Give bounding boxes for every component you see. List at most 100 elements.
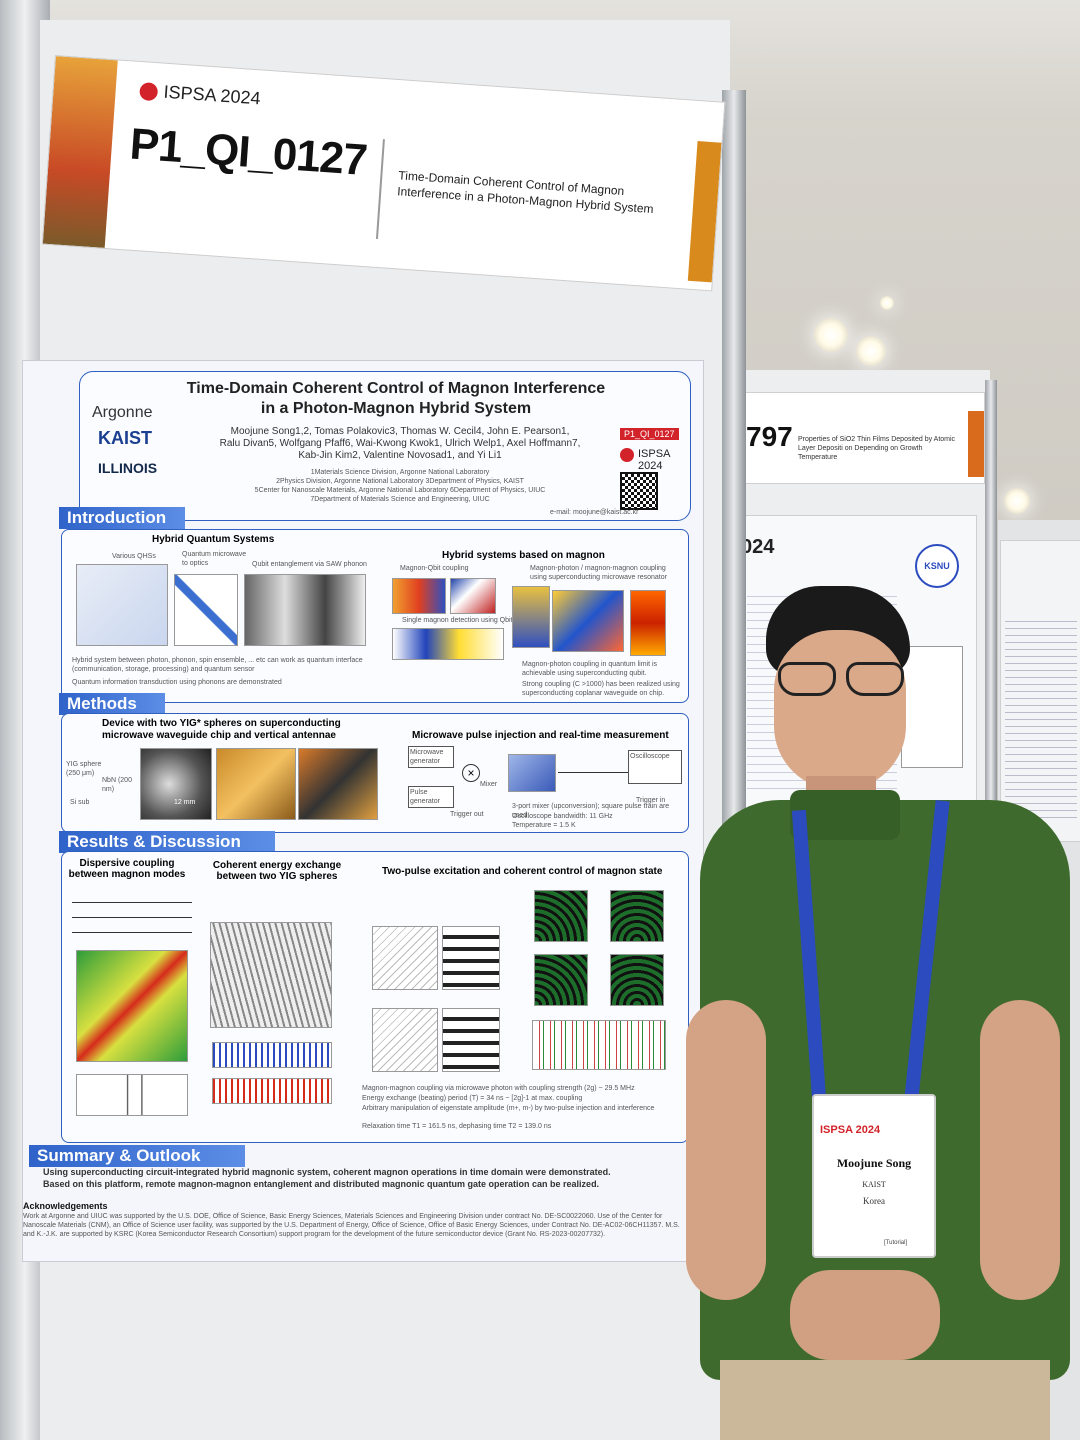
methods-left-title-1: Device with two YIG* spheres on supercon…	[102, 718, 341, 729]
spotlight-icon	[856, 336, 886, 366]
intro-figure	[174, 574, 238, 646]
microwave-generator-box: Microwave generator	[408, 746, 454, 768]
affiliation-line2: 2Physics Division, Argonne National Labo…	[276, 478, 524, 485]
dispersion-colormap	[76, 950, 188, 1062]
results-bullet: Magnon-magnon coupling via microwave pho…	[362, 1085, 635, 1092]
methods-label: Trigger in	[636, 797, 666, 804]
chip-schematic	[508, 754, 556, 792]
intro-figure	[76, 564, 168, 646]
orange-accent-bar	[968, 411, 984, 477]
methods-note: Temperature = 1.5 K	[512, 822, 576, 829]
pulse-map	[442, 926, 500, 990]
intro-figure	[244, 574, 366, 646]
resonance-spectrum	[76, 1074, 188, 1116]
intro-label: Magnon-photon / magnon-magnon coupling u…	[530, 565, 667, 581]
intro-figure	[392, 578, 446, 614]
results-title: Dispersive coupling between magnon modes	[68, 858, 186, 880]
results-title: Two-pulse excitation and coherent contro…	[382, 866, 663, 877]
methods-label: YIG sphere (250 μm)	[66, 761, 102, 777]
intro-label: Various QHSs	[112, 553, 156, 560]
intro-bullet: Hybrid system between photon, phonon, sp…	[72, 657, 363, 673]
methods-right-title: Microwave pulse injection and real-time …	[412, 730, 669, 741]
ispsa-logo-icon	[620, 448, 634, 462]
header-poster-id: P1_QI_0127	[128, 119, 369, 185]
simulation-map	[610, 890, 664, 942]
section-header-summary: Summary & Outlook	[29, 1145, 245, 1167]
pulse-generator-box: Pulse generator	[408, 786, 454, 808]
intro-figure	[450, 578, 496, 614]
eyeglasses-icon	[778, 662, 906, 696]
methods-label: 12 mm	[174, 799, 196, 806]
device-photo	[298, 748, 378, 820]
person: ISPSA 2024 Moojune Song KAIST Korea [Tut…	[680, 580, 1080, 1440]
name-tag-country: Korea	[863, 1196, 885, 1206]
authors-line3: Kab-Jin Kim2, Valentine Novosad1, and Yi…	[298, 450, 502, 461]
intro-bullet: Strong coupling (C >1000) has been reali…	[522, 681, 680, 697]
pulse-map	[442, 1008, 500, 1072]
intro-label: Quantum microwave to optics	[182, 551, 247, 567]
amplitude-plot	[532, 1020, 666, 1070]
logo-argonne: Argonne	[92, 404, 153, 421]
energy-level-diagram	[72, 888, 192, 938]
authors-line2: Ralu Divan5, Wolfgang Pfaff6, Wai-Kwong …	[219, 438, 581, 449]
methods-note: 3-port mixer (upconversion); square puls…	[512, 803, 670, 819]
simulation-map	[534, 954, 588, 1006]
header-divider	[375, 139, 385, 239]
acknowledgements-text: Work at Argonne and UIUC was supported b…	[23, 1213, 680, 1238]
results-box: Dispersive coupling between magnon modes…	[61, 851, 689, 1143]
affiliation-line1: 1Materials Science Division, Argonne Nat…	[310, 469, 490, 476]
intro-bullet: Quantum information transduction using p…	[72, 679, 282, 686]
section-header-introduction: Introduction	[59, 507, 185, 529]
methods-box: Device with two YIG* spheres on supercon…	[61, 713, 689, 833]
acknowledgements-title: Acknowledgements	[23, 1201, 108, 1211]
results-bullet: Energy exchange (beating) period (T) = 3…	[362, 1095, 583, 1102]
affiliation-line4: 7Department of Materials Science and Eng…	[310, 496, 490, 503]
methods-left-title-2: microwave waveguide chip and vertical an…	[102, 730, 336, 741]
pulse-map	[372, 1008, 438, 1072]
research-poster: Argonne KAIST ILLINOIS Time-Domain Coher…	[22, 360, 704, 1262]
decorative-artwork	[42, 56, 118, 248]
side-poster-id: 797	[746, 421, 793, 452]
section-header-results: Results & Discussion	[59, 831, 275, 853]
spotlight-icon	[1004, 488, 1030, 514]
poster-title-line2: in a Photon-Magnon Hybrid System	[260, 400, 532, 417]
oscilloscope-box: Oscilloscope	[628, 750, 682, 784]
pulse-map	[372, 926, 438, 990]
side-poster-figure	[901, 646, 963, 768]
signal-chain-line	[558, 772, 628, 773]
poster-id-badge: P1_QI_0127	[620, 428, 679, 440]
device-photo	[216, 748, 296, 820]
person-arm-left	[686, 1000, 766, 1300]
spotlight-icon	[814, 318, 848, 352]
intro-right-title: Hybrid systems based on magnon	[442, 550, 605, 561]
qr-code-icon	[620, 472, 658, 510]
name-tag: ISPSA 2024 Moojune Song KAIST Korea [Tut…	[812, 1094, 936, 1258]
person-pants	[720, 1360, 1050, 1440]
poster-title-box: Argonne KAIST ILLINOIS Time-Domain Coher…	[79, 371, 691, 521]
results-title: Coherent energy exchange between two YIG…	[212, 860, 342, 882]
methods-label: Si sub	[70, 799, 90, 806]
methods-label: Mixer	[480, 781, 498, 788]
logo-illinois: ILLINOIS	[98, 460, 158, 476]
beating-trace	[212, 1042, 332, 1068]
ksnu-badge: KSNU	[915, 544, 959, 588]
introduction-box: Hybrid Quantum Systems Hybrid systems ba…	[61, 529, 689, 703]
intro-label: Magnon-Qbit coupling	[400, 565, 469, 572]
beating-colormap	[210, 922, 332, 1028]
intro-figure	[552, 590, 624, 652]
results-bullet: Relaxation time T1 = 161.5 ns, dephasing…	[362, 1123, 552, 1130]
simulation-map	[610, 954, 664, 1006]
methods-label: Trigger out	[450, 811, 484, 818]
methods-label: NbN (200 nm)	[102, 777, 132, 793]
side-poster-event: 024	[741, 536, 775, 558]
ispsa-logo-icon	[139, 82, 159, 102]
intro-left-title: Hybrid Quantum Systems	[152, 534, 275, 545]
affiliation-line3: 5Center for Nanoscale Materials, Argonne…	[254, 487, 546, 494]
event-badge: ISPSA 2024	[638, 448, 670, 472]
far-poster-text	[1005, 621, 1077, 821]
beating-trace	[212, 1078, 332, 1104]
name-tag-affiliation: KAIST	[862, 1180, 886, 1189]
header-event: ISPSA 2024	[163, 81, 262, 109]
logo-kaist: KAIST	[98, 428, 152, 448]
intro-figure	[512, 586, 550, 648]
